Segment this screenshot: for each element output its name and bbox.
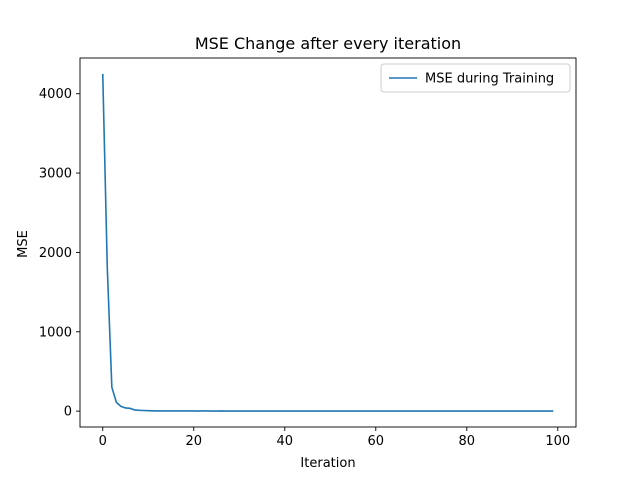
x-tick-label: 0 <box>99 434 107 449</box>
y-tick-label: 0 <box>64 405 72 420</box>
x-axis-label: Iteration <box>300 456 355 471</box>
x-tick-label: 60 <box>368 434 385 449</box>
legend-box <box>380 63 571 93</box>
chart-title: MSE Change after every iteration <box>195 34 461 53</box>
x-tick-label: 20 <box>185 434 202 449</box>
axes-frame <box>79 57 577 428</box>
x-tick-label: 100 <box>545 434 570 449</box>
legend-label: MSE during Training <box>425 72 554 87</box>
y-axis-label: MSE <box>16 230 31 258</box>
x-tick-label: 40 <box>276 434 293 449</box>
legend: MSE during Training <box>380 63 571 93</box>
y-tick-label: 1000 <box>39 325 72 340</box>
y-tick-label: 4000 <box>39 87 72 102</box>
x-tick-label: 80 <box>459 434 476 449</box>
y-tick-label: 3000 <box>39 167 72 182</box>
series-line-0 <box>101 73 554 412</box>
y-tick-label: 2000 <box>39 246 72 261</box>
